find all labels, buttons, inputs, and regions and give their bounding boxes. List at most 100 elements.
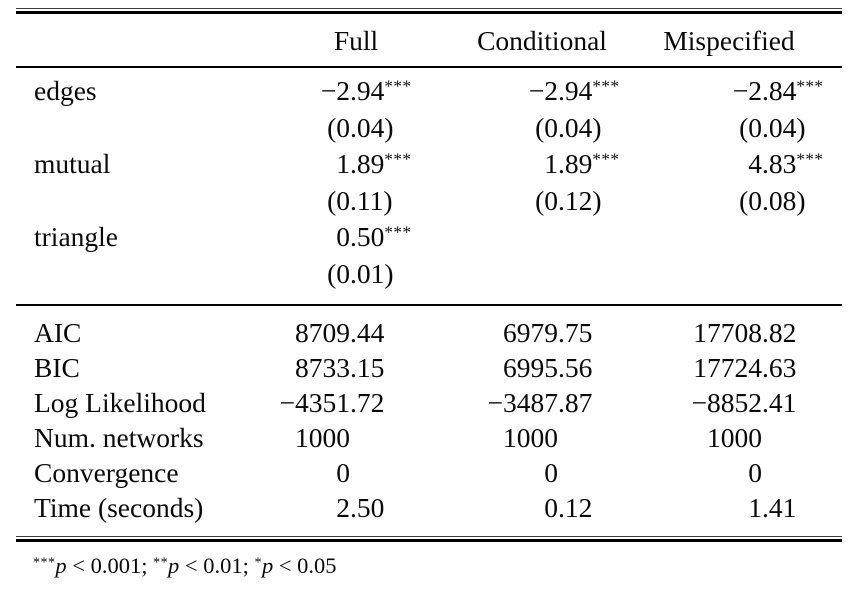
row-label: mutual xyxy=(34,148,111,179)
value-frac-part: .56 xyxy=(558,352,593,383)
value-int-part: −2 xyxy=(732,75,762,106)
value-int-part: −4351 xyxy=(279,387,350,418)
value-int-part: 1000 xyxy=(295,422,350,453)
value-int-part: (0 xyxy=(739,111,762,143)
note-threshold: < 0.001; xyxy=(66,553,154,578)
table-row: Convergence 0 0 0 xyxy=(16,455,842,490)
note-threshold: < 0.05 xyxy=(273,553,337,578)
p-symbol: p xyxy=(261,553,274,578)
table-row: triangle 0.50*** xyxy=(16,219,842,256)
value-frac-part: .01) xyxy=(350,257,394,289)
value-frac-part: .04) xyxy=(762,111,806,143)
value-frac-part: .04) xyxy=(350,111,394,143)
value-int-part: 1 xyxy=(336,148,350,179)
value-frac-part: .89*** xyxy=(558,148,620,179)
value-int-part: 2 xyxy=(336,492,350,523)
row-label: Time (seconds) xyxy=(34,492,204,523)
value-int-part: 1000 xyxy=(707,422,762,453)
table-row: (0.11) (0.12) (0.08) xyxy=(16,183,842,220)
table-row: Time (seconds) 2.50 0.12 1.41 xyxy=(16,490,842,525)
value-frac-part: .72 xyxy=(350,387,385,418)
value-frac-part: .94*** xyxy=(558,75,620,106)
value-int-part: −2 xyxy=(528,75,558,106)
value-frac-part: .44 xyxy=(350,317,385,348)
column-header-mispecified: Mispecified xyxy=(663,25,795,56)
row-label xyxy=(16,110,230,147)
value-int-part: 1 xyxy=(748,492,762,523)
one-star: * xyxy=(254,555,262,571)
value-int-part: 0 xyxy=(544,457,558,488)
significance-stars: *** xyxy=(384,222,412,242)
significance-footnote: ***p < 0.001; **p < 0.01; *p < 0.05 xyxy=(16,553,842,579)
value-frac-part: .12 xyxy=(558,492,593,523)
value-frac-part: .08) xyxy=(762,184,806,216)
value-int-part: (0 xyxy=(535,111,558,143)
value-frac-part xyxy=(350,455,438,490)
gof-divider-rule xyxy=(16,304,842,306)
value-int-part: 17724 xyxy=(693,352,762,383)
value-int-part: −3487 xyxy=(487,387,558,418)
value-int-part: (0 xyxy=(327,184,350,216)
header-divider-rule xyxy=(16,66,842,68)
table-row: mutual 1.89*** 1.89*** 4.83*** xyxy=(16,146,842,183)
value-frac-part xyxy=(762,455,826,490)
value-frac-part xyxy=(558,420,646,455)
value-int-part xyxy=(646,219,762,256)
significance-stars: *** xyxy=(796,149,824,169)
p-symbol: p xyxy=(168,553,180,578)
top-rule xyxy=(16,8,842,14)
row-label: AIC xyxy=(34,317,82,348)
value-int-part: −8852 xyxy=(691,387,762,418)
header-row: Full Conditional Mispecified xyxy=(16,14,842,66)
value-int-part xyxy=(438,256,558,293)
value-int-part: 1000 xyxy=(503,422,558,453)
value-int-part: 6995 xyxy=(503,352,558,383)
table-row: Log Likelihood −4351.72 −3487.87 −8852.41 xyxy=(16,385,842,420)
value-frac-part: .50*** xyxy=(350,221,412,252)
value-int-part: 17708 xyxy=(693,317,762,348)
table-row: Num. networks 1000 1000 1000 xyxy=(16,420,842,455)
value-int-part: 0 xyxy=(336,457,350,488)
row-label: edges xyxy=(34,75,97,106)
value-frac-part: .15 xyxy=(350,352,385,383)
value-frac-part: .12) xyxy=(558,184,602,216)
value-int-part: 1 xyxy=(544,148,558,179)
significance-stars: *** xyxy=(592,76,620,96)
table-row: AIC 8709.44 6979.75 17708.82 xyxy=(16,315,842,350)
value-int-part: −2 xyxy=(320,75,350,106)
value-frac-part: .41 xyxy=(762,492,797,523)
row-label: Num. networks xyxy=(34,422,204,453)
p-symbol: p xyxy=(55,553,67,578)
value-frac-part: .89*** xyxy=(350,148,412,179)
row-label: Log Likelihood xyxy=(34,387,206,418)
row-label: triangle xyxy=(34,221,118,252)
coefficient-section: edges −2.94*** −2.94*** −2.84*** (0.04) (0.04… xyxy=(16,68,842,304)
value-frac-part: .11) xyxy=(350,184,393,216)
value-frac-part: .04) xyxy=(558,111,602,143)
value-int-part: 0 xyxy=(748,457,762,488)
significance-stars: *** xyxy=(384,76,412,96)
model-comparison-table: Full Conditional Mispecified edges −2.94*… xyxy=(16,0,842,579)
note-threshold: < 0.01; xyxy=(179,553,255,578)
column-header-full: Full xyxy=(333,25,379,56)
value-frac-part xyxy=(558,256,646,293)
significance-stars: *** xyxy=(796,76,824,96)
table-row: (0.01) xyxy=(16,256,842,293)
significance-stars: *** xyxy=(384,149,412,169)
value-int-part xyxy=(646,256,762,293)
significance-stars: *** xyxy=(592,149,620,169)
value-frac-part xyxy=(762,256,826,293)
table-row: edges −2.94*** −2.94*** −2.84*** xyxy=(16,73,842,110)
gof-section: AIC 8709.44 6979.75 17708.82 BIC 8733.15 6995.… xyxy=(16,306,842,536)
row-label xyxy=(16,183,230,220)
value-int-part: (0 xyxy=(327,111,350,143)
table-row: BIC 8733.15 6995.56 17724.63 xyxy=(16,350,842,385)
value-int-part: (0 xyxy=(739,184,762,216)
note-p-001: ***p < 0.001; xyxy=(33,553,153,578)
three-stars: *** xyxy=(33,555,56,571)
value-frac-part xyxy=(350,420,438,455)
table-row: (0.04) (0.04) (0.04) xyxy=(16,110,842,147)
value-frac-part: .50 xyxy=(350,492,385,523)
value-frac-part: .75 xyxy=(558,317,593,348)
value-int-part: (0 xyxy=(327,257,350,289)
